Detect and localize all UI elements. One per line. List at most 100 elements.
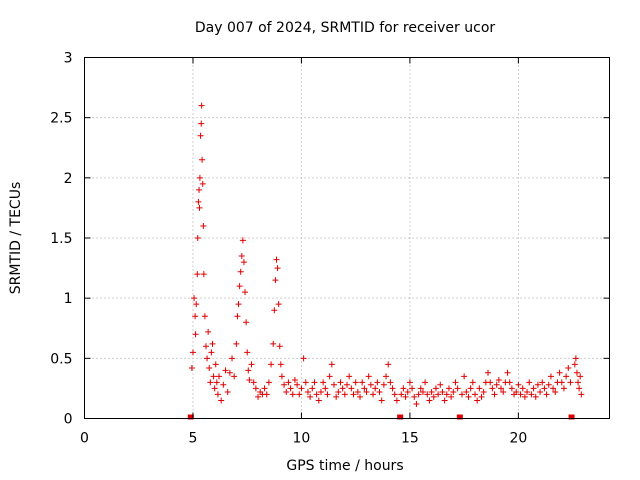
data-point bbox=[571, 361, 578, 368]
data-point bbox=[476, 385, 483, 392]
data-point bbox=[383, 373, 390, 380]
data-point bbox=[506, 379, 513, 386]
data-point bbox=[205, 328, 212, 335]
data-point bbox=[234, 313, 241, 320]
data-point bbox=[239, 237, 246, 244]
data-point bbox=[245, 367, 252, 374]
data-point bbox=[268, 361, 275, 368]
zero-marker bbox=[456, 414, 463, 420]
data-point bbox=[432, 385, 439, 392]
data-point bbox=[214, 391, 221, 398]
data-point bbox=[248, 361, 255, 368]
data-point bbox=[276, 343, 283, 350]
data-point bbox=[480, 389, 487, 396]
data-point bbox=[415, 391, 422, 398]
y-tick-label: 2 bbox=[64, 171, 73, 187]
data-point bbox=[419, 389, 426, 396]
data-point bbox=[495, 376, 502, 383]
data-point bbox=[528, 391, 535, 398]
data-point bbox=[277, 361, 284, 368]
data-point bbox=[250, 379, 257, 386]
data-point bbox=[195, 198, 202, 205]
data-point bbox=[560, 385, 567, 392]
data-point bbox=[521, 393, 528, 400]
data-point bbox=[200, 271, 207, 278]
data-point bbox=[302, 379, 309, 386]
data-point bbox=[194, 271, 201, 278]
data-point bbox=[539, 379, 546, 386]
data-point bbox=[208, 349, 215, 356]
data-point bbox=[359, 379, 366, 386]
y-axis-label: SRMTID / TECUs bbox=[8, 182, 24, 295]
data-point bbox=[361, 385, 368, 392]
data-point bbox=[498, 385, 505, 392]
data-point bbox=[441, 397, 448, 404]
data-point bbox=[428, 389, 435, 396]
data-point bbox=[193, 301, 200, 308]
zero-marker bbox=[568, 414, 575, 420]
data-point bbox=[577, 373, 584, 380]
data-point bbox=[508, 385, 515, 392]
data-point bbox=[283, 389, 290, 396]
data-point bbox=[200, 222, 207, 229]
data-point bbox=[296, 391, 303, 398]
data-point bbox=[485, 369, 492, 376]
data-point bbox=[519, 385, 526, 392]
data-point bbox=[374, 379, 381, 386]
data-point bbox=[573, 369, 580, 376]
data-point bbox=[437, 381, 444, 388]
data-point bbox=[426, 397, 433, 404]
y-tick-label: 1 bbox=[64, 291, 73, 307]
data-point bbox=[430, 393, 437, 400]
data-point bbox=[202, 343, 209, 350]
data-point bbox=[238, 253, 245, 260]
data-point bbox=[567, 379, 574, 386]
data-point bbox=[265, 379, 272, 386]
data-point bbox=[365, 373, 372, 380]
data-point bbox=[413, 401, 420, 408]
data-point bbox=[545, 381, 552, 388]
data-point bbox=[189, 349, 196, 356]
data-point bbox=[211, 385, 218, 392]
data-point bbox=[409, 385, 416, 392]
x-tick-label: 0 bbox=[80, 431, 89, 447]
data-point bbox=[237, 268, 244, 275]
data-point bbox=[406, 379, 413, 386]
data-point bbox=[216, 373, 223, 380]
data-point bbox=[315, 397, 322, 404]
data-point bbox=[339, 385, 346, 392]
data-point bbox=[461, 373, 468, 380]
data-point bbox=[191, 295, 198, 302]
data-point bbox=[194, 235, 201, 241]
data-point bbox=[469, 379, 476, 386]
data-point bbox=[287, 385, 294, 392]
data-point bbox=[424, 391, 431, 398]
data-point bbox=[326, 373, 333, 380]
data-point bbox=[387, 379, 394, 386]
data-point bbox=[235, 301, 242, 308]
plot-frame bbox=[84, 57, 610, 419]
data-point bbox=[307, 393, 314, 400]
chart-title: Day 007 of 2024, SRMTID for receiver uco… bbox=[195, 20, 496, 36]
data-point bbox=[281, 381, 288, 388]
data-point bbox=[188, 364, 195, 371]
x-tick-label: 5 bbox=[189, 431, 198, 447]
data-point bbox=[246, 376, 253, 383]
data-point bbox=[273, 256, 280, 263]
data-point bbox=[532, 393, 539, 400]
data-point bbox=[261, 385, 268, 392]
data-point bbox=[196, 204, 203, 211]
data-point bbox=[344, 381, 350, 388]
data-point bbox=[487, 379, 494, 386]
y-tick-label: 1.5 bbox=[50, 231, 72, 247]
data-point bbox=[398, 391, 405, 398]
y-tick-label: 0.5 bbox=[50, 351, 72, 367]
data-point bbox=[411, 393, 418, 400]
data-point bbox=[376, 389, 383, 396]
data-point bbox=[201, 313, 208, 320]
data-points bbox=[188, 102, 585, 408]
data-point bbox=[204, 355, 211, 362]
data-point bbox=[220, 381, 227, 388]
grid-layer bbox=[84, 57, 610, 419]
zero-markers bbox=[187, 414, 575, 420]
